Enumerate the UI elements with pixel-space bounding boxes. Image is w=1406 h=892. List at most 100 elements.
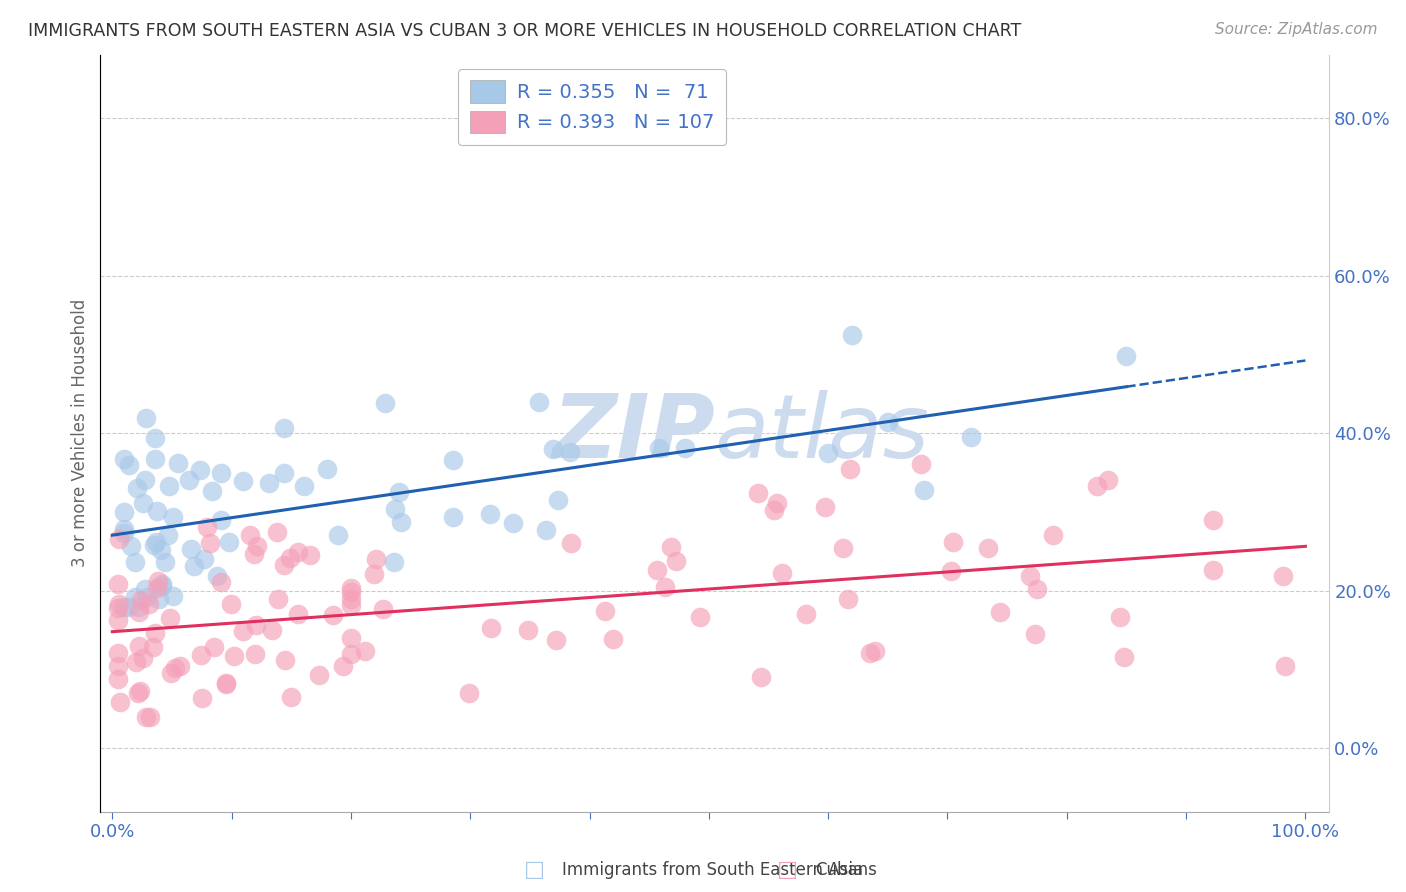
Point xyxy=(287,545,309,559)
Point xyxy=(138,598,160,612)
Point xyxy=(257,475,280,490)
Text: ZIP: ZIP xyxy=(553,390,714,477)
Point xyxy=(340,581,363,595)
Point xyxy=(138,710,160,724)
Point xyxy=(195,520,218,534)
Point xyxy=(751,670,773,684)
Point xyxy=(107,659,129,673)
Text: Source: ZipAtlas.com: Source: ZipAtlas.com xyxy=(1215,22,1378,37)
Point xyxy=(814,500,837,514)
Text: Cubans: Cubans xyxy=(815,861,877,879)
Point xyxy=(157,479,180,493)
Point xyxy=(262,623,284,637)
Point xyxy=(215,676,238,690)
Point xyxy=(273,466,295,480)
Point xyxy=(107,646,129,660)
Point xyxy=(169,658,191,673)
Point xyxy=(479,507,502,521)
Point xyxy=(384,501,406,516)
Point xyxy=(371,602,394,616)
Point xyxy=(1024,627,1046,641)
Point xyxy=(363,566,385,581)
Point xyxy=(267,592,290,607)
Point xyxy=(765,496,787,510)
Point xyxy=(273,421,295,435)
Point xyxy=(190,648,212,663)
Point xyxy=(441,509,464,524)
Point xyxy=(479,620,502,634)
Point xyxy=(647,441,669,455)
Point xyxy=(134,473,156,487)
Point xyxy=(1018,569,1040,583)
Point xyxy=(1085,479,1108,493)
Text: □: □ xyxy=(778,860,797,880)
Point xyxy=(541,442,564,456)
Point xyxy=(242,548,264,562)
Point xyxy=(163,660,186,674)
Point xyxy=(124,555,146,569)
Point xyxy=(243,647,266,661)
Point xyxy=(146,581,169,595)
Point xyxy=(142,538,165,552)
Point xyxy=(794,607,817,622)
Point xyxy=(831,541,853,556)
Point xyxy=(120,539,142,553)
Point xyxy=(339,585,361,599)
Point xyxy=(910,457,932,471)
Point xyxy=(593,604,616,618)
Point xyxy=(201,483,224,498)
Point xyxy=(167,456,190,470)
Point xyxy=(389,515,412,529)
Point xyxy=(112,599,135,614)
Point xyxy=(211,466,233,480)
Legend: R = 0.355   N =  71, R = 0.393   N = 107: R = 0.355 N = 71, R = 0.393 N = 107 xyxy=(458,69,725,145)
Point xyxy=(689,609,711,624)
Point xyxy=(202,640,225,654)
Point xyxy=(645,563,668,577)
Point xyxy=(322,608,344,623)
Point xyxy=(659,541,682,555)
Text: IMMIGRANTS FROM SOUTH EASTERN ASIA VS CUBAN 3 OR MORE VEHICLES IN HOUSEHOLD CORR: IMMIGRANTS FROM SOUTH EASTERN ASIA VS CU… xyxy=(28,22,1021,40)
Point xyxy=(364,552,387,566)
Point xyxy=(128,605,150,619)
Point xyxy=(155,555,177,569)
Point xyxy=(143,626,166,640)
Point xyxy=(1274,659,1296,673)
Point xyxy=(125,656,148,670)
Point xyxy=(219,597,242,611)
Point xyxy=(146,574,169,589)
Point xyxy=(238,528,260,542)
Point xyxy=(232,474,254,488)
Point xyxy=(1201,563,1223,577)
Point xyxy=(287,607,309,622)
Point xyxy=(107,577,129,591)
Point xyxy=(1202,513,1225,527)
Point xyxy=(246,539,269,553)
Point xyxy=(129,683,152,698)
Point xyxy=(388,484,411,499)
Point xyxy=(150,577,173,591)
Text: □: □ xyxy=(524,860,544,880)
Point xyxy=(1026,582,1049,596)
Point xyxy=(274,653,297,667)
Point xyxy=(858,646,880,660)
Text: Immigrants from South Eastern Asia: Immigrants from South Eastern Asia xyxy=(562,861,863,879)
Point xyxy=(763,503,786,517)
Point xyxy=(502,516,524,531)
Point xyxy=(516,623,538,637)
Point xyxy=(128,599,150,614)
Point xyxy=(134,582,156,596)
Point xyxy=(209,513,232,527)
Point xyxy=(118,458,141,472)
Point xyxy=(159,666,181,681)
Point xyxy=(245,618,267,632)
Point xyxy=(747,486,769,500)
Point xyxy=(316,462,339,476)
Point xyxy=(960,430,983,444)
Point xyxy=(1042,528,1064,542)
Point xyxy=(443,453,465,467)
Point xyxy=(602,632,624,646)
Point xyxy=(546,633,568,648)
Point xyxy=(135,411,157,425)
Point xyxy=(817,445,839,459)
